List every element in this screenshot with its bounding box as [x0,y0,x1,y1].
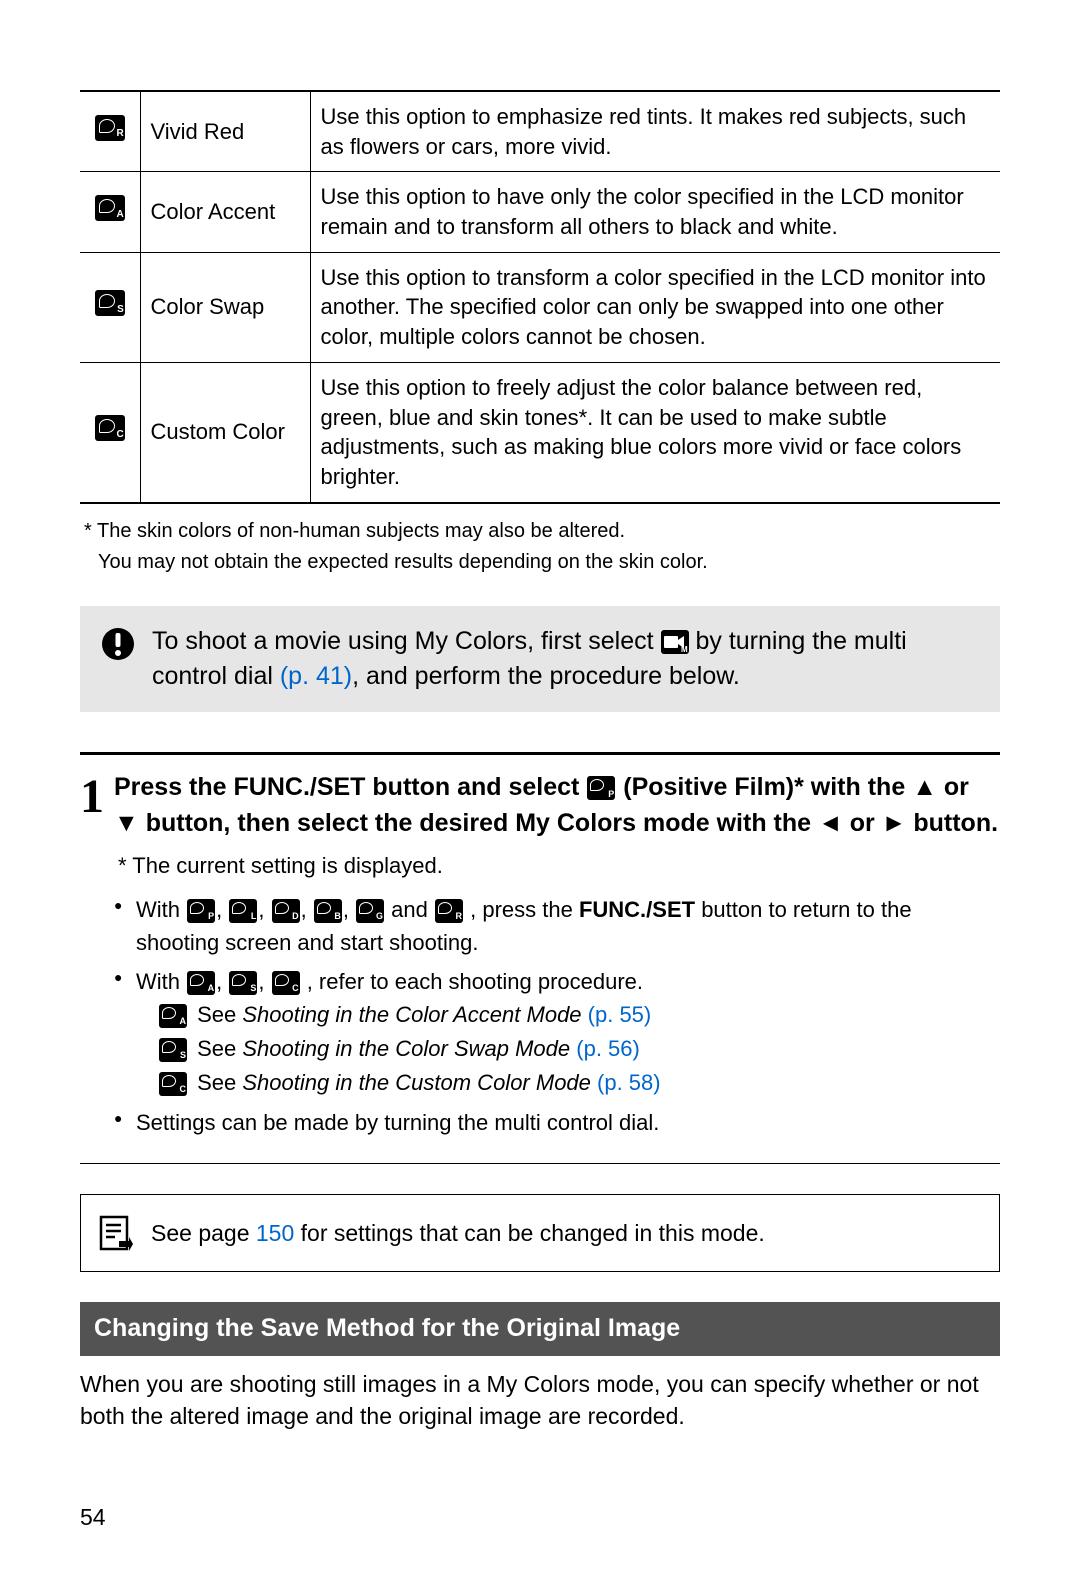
right-arrow-icon: ► [882,809,907,837]
page-link-56[interactable]: (p. 56) [570,1036,640,1061]
table-row: C Custom Color Use this option to freely… [80,362,1000,502]
footnote-skin-2: You may not obtain the expected results … [98,549,1000,576]
section-body: When you are shooting still images in a … [80,1368,1000,1432]
mode-icon: G [356,899,384,923]
section-heading: Changing the Save Method for the Origina… [80,1302,1000,1356]
mode-name: Color Accent [140,172,310,252]
table-row: R Vivid Red Use this option to emphasize… [80,91,1000,172]
color-modes-table: R Vivid Red Use this option to emphasize… [80,90,1000,504]
table-row: S Color Swap Use this option to transfor… [80,252,1000,362]
step-separator-end [80,1163,1000,1164]
mode-icon-custom-color: C [95,415,125,441]
mode-icon: C [272,971,300,995]
mode-icon: D [272,899,300,923]
mode-desc: Use this option to emphasize red tints. … [310,91,1000,172]
mode-icon: C [159,1072,187,1096]
mode-desc: Use this option to have only the color s… [310,172,1000,252]
mode-icon: A [159,1004,187,1028]
left-arrow-icon: ◄ [818,809,843,837]
see-reference: S See Shooting in the Color Swap Mode (p… [136,1032,1000,1066]
mode-icon-vivid-red: R [95,115,125,141]
mode-name: Custom Color [140,362,310,502]
bullet-item: Settings can be made by turning the mult… [114,1106,1000,1139]
note-text: To shoot a movie using My Colors, first … [152,624,980,694]
info-box: See page 150 for settings that can be ch… [80,1194,1000,1272]
bullet-item: With A, S, C , refer to each shooting pr… [114,965,1000,1100]
page-link-150[interactable]: 150 [256,1220,294,1246]
mode-icon: S [159,1038,187,1062]
page-link-41[interactable]: (p. 41) [280,662,352,690]
mode-icon-color-swap: S [95,290,125,316]
document-icon [99,1215,133,1251]
see-reference: A See Shooting in the Color Accent Mode … [136,998,1000,1032]
mode-desc: Use this option to transform a color spe… [310,252,1000,362]
mode-icon: B [314,899,342,923]
mode-icon-color-accent: A [95,195,125,221]
mode-name: Vivid Red [140,91,310,172]
page-number: 54 [80,1502,1000,1533]
step-number: 1 [80,775,104,818]
step-separator [80,752,1000,755]
bullet-item: With P, L, D, B, G and R , press the FUN… [114,893,1000,959]
up-arrow-icon: ▲ [912,773,937,801]
mode-icon: R [435,899,463,923]
step-subnote: * The current setting is displayed. [118,851,1000,881]
mode-icon: P [187,899,215,923]
step-heading: Press the FUNC./SET button and select P … [114,769,1000,842]
note-box: To shoot a movie using My Colors, first … [80,606,1000,712]
warning-icon [100,626,136,672]
mode-icon: A [187,971,215,995]
page-link-58[interactable]: (p. 58) [591,1070,661,1095]
mode-icon: L [229,899,257,923]
step-1: 1 Press the FUNC./SET button and select … [80,769,1000,1145]
mode-icon: S [229,971,257,995]
movie-mode-icon: M [661,630,689,654]
mode-icon-positive-film: P [587,776,615,800]
svg-text:M: M [681,645,688,654]
table-row: A Color Accent Use this option to have o… [80,172,1000,252]
info-text: See page 150 for settings that can be ch… [151,1218,765,1249]
mode-desc: Use this option to freely adjust the col… [310,362,1000,502]
down-arrow-icon: ▼ [114,809,139,837]
see-reference: C See Shooting in the Custom Color Mode … [136,1066,1000,1100]
mode-name: Color Swap [140,252,310,362]
footnote-skin-1: * The skin colors of non-human subjects … [84,518,1000,545]
page-link-55[interactable]: (p. 55) [582,1002,652,1027]
